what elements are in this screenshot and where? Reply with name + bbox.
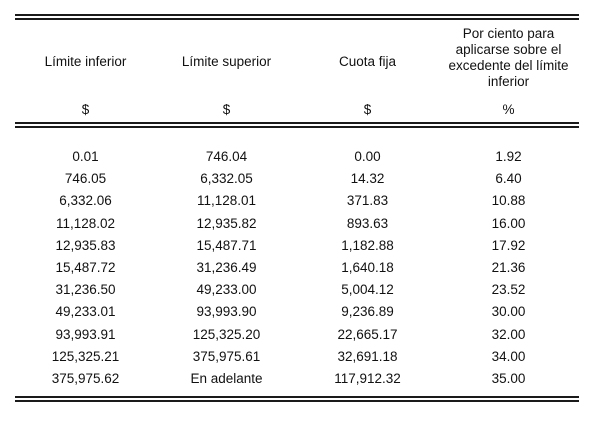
upper-limit-cell: 12,935.82 bbox=[196, 215, 257, 231]
fixed-fee-cell: 32,691.18 bbox=[337, 348, 398, 364]
table-row: 11,128.02 12,935.82 893.63 16.00 bbox=[15, 213, 579, 235]
header-label: Límite superior bbox=[181, 54, 272, 69]
top-double-rule bbox=[15, 14, 579, 20]
header-lower-limit: Límite inferior $ bbox=[15, 20, 156, 122]
table-row: 49,233.01 93,993.90 9,236.89 30.00 bbox=[15, 301, 579, 323]
fixed-fee-cell: 5,004.12 bbox=[341, 282, 394, 298]
upper-limit-cell: 93,993.90 bbox=[196, 304, 257, 320]
percentage-cell: 34.00 bbox=[491, 348, 526, 364]
table-row: 15,487.72 31,236.49 1,640.18 21.36 bbox=[15, 257, 579, 279]
lower-limit-cell: 12,935.83 bbox=[55, 237, 116, 253]
header-percentage: Por ciento para aplicarse sobre el exced… bbox=[438, 20, 579, 122]
upper-limit-cell: 15,487.71 bbox=[196, 237, 257, 253]
table-row: 31,236.50 49,233.00 5,004.12 23.52 bbox=[15, 279, 579, 301]
upper-limit-cell: 6,332.05 bbox=[200, 171, 253, 187]
table-row: 0.01 746.04 0.00 1.92 bbox=[15, 146, 579, 168]
percentage-cell: 32.00 bbox=[491, 326, 526, 342]
table-row: 125,325.21 375,975.61 32,691.18 34.00 bbox=[15, 346, 579, 368]
header-label: Cuota fija bbox=[338, 54, 397, 69]
table-header: Límite inferior $ Límite superior $ Cuot… bbox=[15, 20, 579, 122]
header-unit: $ bbox=[222, 102, 231, 117]
header-label: Por ciento para aplicarse sobre el exced… bbox=[438, 26, 579, 90]
fixed-fee-cell: 893.63 bbox=[346, 215, 389, 231]
percentage-cell: 17.92 bbox=[491, 237, 526, 253]
percentage-cell: 16.00 bbox=[491, 215, 526, 231]
table-row: 12,935.83 15,487.71 1,182.88 17.92 bbox=[15, 235, 579, 257]
fixed-fee-cell: 371.83 bbox=[346, 193, 389, 209]
bottom-double-rule bbox=[15, 396, 579, 403]
upper-limit-cell: En adelante bbox=[190, 370, 263, 386]
fixed-fee-cell: 9,236.89 bbox=[341, 304, 394, 320]
header-unit: $ bbox=[81, 102, 90, 117]
percentage-cell: 21.36 bbox=[491, 259, 526, 275]
lower-limit-cell: 6,332.06 bbox=[59, 193, 112, 209]
upper-limit-cell: 125,325.20 bbox=[192, 326, 261, 342]
table-row: 746.05 6,332.05 14.32 6.40 bbox=[15, 168, 579, 190]
lower-limit-cell: 31,236.50 bbox=[55, 282, 116, 298]
fixed-fee-cell: 0.00 bbox=[354, 149, 381, 164]
header-double-rule bbox=[15, 122, 579, 128]
percentage-cell: 23.52 bbox=[491, 282, 526, 298]
fixed-fee-cell: 1,640.18 bbox=[341, 259, 394, 275]
header-label-line: aplicarse sobre el bbox=[455, 42, 562, 57]
fixed-fee-cell: 117,912.32 bbox=[334, 370, 401, 386]
percentage-cell: 35.00 bbox=[491, 370, 526, 386]
header-label-line: Por ciento para bbox=[462, 26, 555, 41]
header-label: Límite inferior bbox=[44, 54, 127, 69]
header-upper-limit: Límite superior $ bbox=[156, 20, 297, 122]
lower-limit-cell: 93,993.91 bbox=[55, 326, 116, 342]
upper-limit-cell: 31,236.49 bbox=[196, 259, 257, 275]
fixed-fee-cell: 22,665.17 bbox=[337, 326, 398, 342]
lower-limit-cell: 49,233.01 bbox=[55, 304, 116, 320]
header-label-line: inferior bbox=[487, 74, 530, 89]
header-label-line: excedente del límite bbox=[448, 58, 569, 73]
header-unit: $ bbox=[363, 102, 372, 117]
table-row: 6,332.06 11,128.01 371.83 10.88 bbox=[15, 190, 579, 212]
upper-limit-cell: 11,128.01 bbox=[196, 193, 257, 209]
lower-limit-cell: 0.01 bbox=[72, 149, 99, 164]
upper-limit-cell: 49,233.00 bbox=[196, 282, 257, 298]
table-row: 93,993.91 125,325.20 22,665.17 32.00 bbox=[15, 324, 579, 346]
percentage-cell: 30.00 bbox=[491, 304, 526, 320]
upper-limit-cell: 375,975.61 bbox=[192, 348, 261, 364]
header-fixed-fee: Cuota fija $ bbox=[297, 20, 438, 122]
fixed-fee-cell: 14.32 bbox=[350, 171, 385, 187]
lower-limit-cell: 11,128.02 bbox=[55, 215, 116, 231]
fixed-fee-cell: 1,182.88 bbox=[341, 237, 394, 253]
table-body: 0.01 746.04 0.00 1.92 746.05 6,332.05 14.32 6.4… bbox=[15, 128, 579, 396]
tax-rate-table: Límite inferior $ Límite superior $ Cuot… bbox=[15, 14, 579, 403]
lower-limit-cell: 746.05 bbox=[64, 171, 107, 187]
header-unit: % bbox=[502, 102, 515, 117]
lower-limit-cell: 375,975.62 bbox=[51, 370, 120, 386]
lower-limit-cell: 15,487.72 bbox=[55, 259, 116, 275]
percentage-cell: 10.88 bbox=[491, 193, 526, 209]
upper-limit-cell: 746.04 bbox=[205, 149, 248, 164]
percentage-cell: 1.92 bbox=[495, 149, 522, 164]
table-row: 375,975.62 En adelante 117,912.32 35.00 bbox=[15, 368, 579, 390]
lower-limit-cell: 125,325.21 bbox=[51, 348, 120, 364]
percentage-cell: 6.40 bbox=[495, 171, 522, 187]
